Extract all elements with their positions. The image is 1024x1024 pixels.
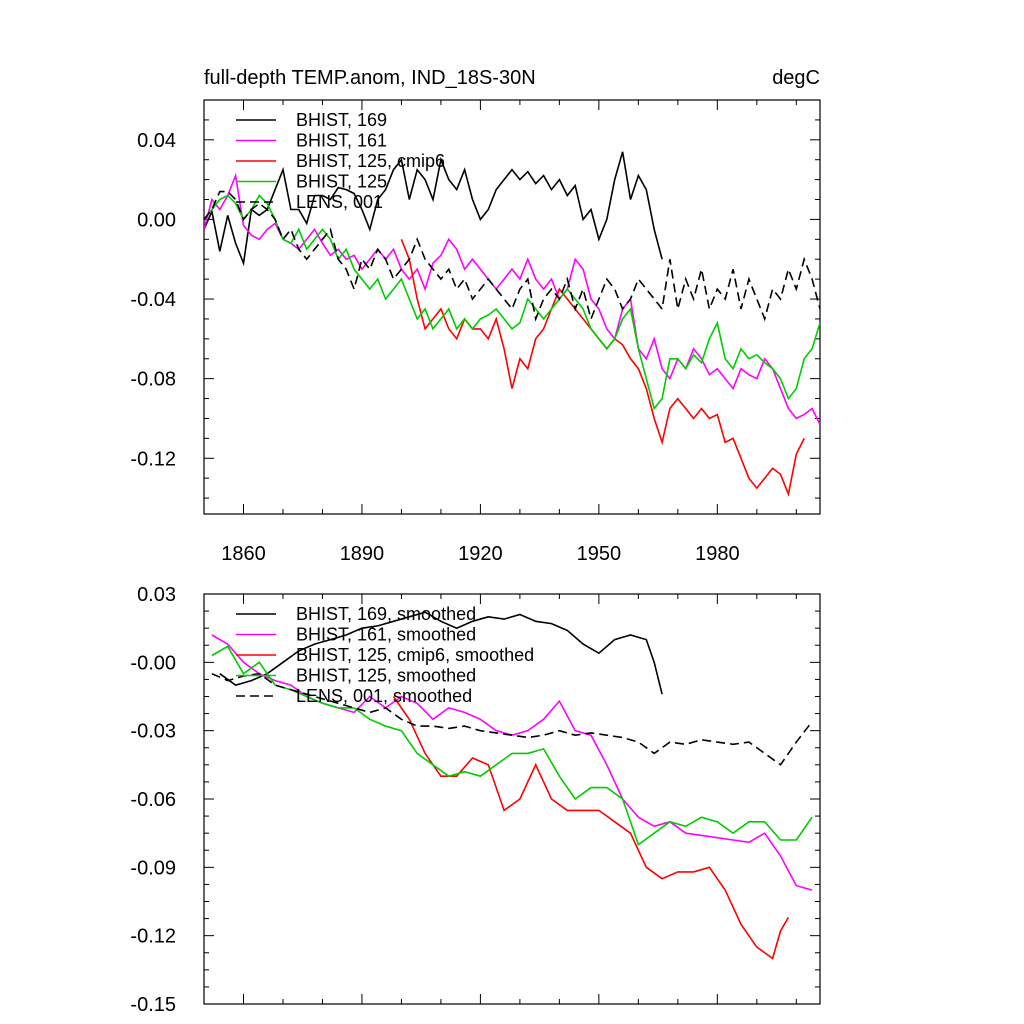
bottom-y-tick-label: 0.03 — [137, 584, 176, 606]
top-legend-label: BHIST, 169 — [296, 110, 387, 130]
bottom-series-line-4 — [211, 672, 813, 766]
top-series-line-4 — [204, 190, 820, 322]
chart-units: degC — [772, 67, 820, 89]
top-y-tick-label: 0.04 — [137, 130, 176, 152]
bottom-y-tick-label: -0.06 — [130, 789, 176, 811]
top-x-tick-label: 1920 — [458, 543, 503, 565]
top-y-tick-label: -0.04 — [130, 289, 176, 311]
top-x-tick-label: 1980 — [695, 543, 740, 565]
bottom-series-line-0 — [219, 611, 663, 695]
top-series-line-1 — [204, 172, 820, 425]
bottom-plot: 0.03 -0.00 -0.03 -0.06 -0.09 -0.12 -0.15 BHIST,… — [130, 584, 821, 1016]
top-x-tick-label: 1950 — [577, 543, 622, 565]
bottom-legend-label: LENS, 001, smoothed — [296, 686, 472, 706]
bottom-legend-label: BHIST, 169, smoothed — [296, 604, 476, 624]
top-series-line-3 — [204, 194, 820, 411]
bottom-series-line-3 — [211, 645, 813, 846]
bottom-legend-label: BHIST, 125, cmip6, smoothed — [296, 645, 534, 665]
top-x-tick-label: 1860 — [221, 543, 266, 565]
chart-title: full-depth TEMP.anom, IND_18S-30N — [204, 67, 536, 89]
top-y-tick-label: -0.08 — [130, 369, 176, 391]
top-legend-label: LENS, 001 — [296, 192, 383, 212]
bottom-legend-label: BHIST, 125, smoothed — [296, 666, 476, 686]
top-y-tick-label: -0.12 — [130, 448, 176, 470]
top-legend-label: BHIST, 125, cmip6 — [296, 151, 445, 171]
top-x-tick-label: 1890 — [340, 543, 385, 565]
top-legend-label: BHIST, 125 — [296, 172, 387, 192]
bottom-y-tick-label: -0.00 — [130, 652, 176, 674]
top-series-line-2 — [400, 239, 805, 497]
bottom-y-tick-label: -0.15 — [130, 994, 176, 1016]
bottom-y-tick-label: -0.12 — [130, 926, 176, 948]
top-series-line-0 — [204, 151, 663, 267]
bottom-y-tick-label: -0.03 — [130, 721, 176, 743]
top-plot: 1860 1890 1920 1950 1980 0.04 0.00 -0.04 -0.08 -0… — [130, 99, 821, 565]
top-legend-label: BHIST, 161 — [296, 131, 387, 151]
bottom-legend-label: BHIST, 161, smoothed — [296, 625, 476, 645]
bottom-series-line-2 — [392, 696, 790, 960]
bottom-y-tick-label: -0.09 — [130, 857, 176, 879]
top-y-tick-label: 0.00 — [137, 209, 176, 231]
